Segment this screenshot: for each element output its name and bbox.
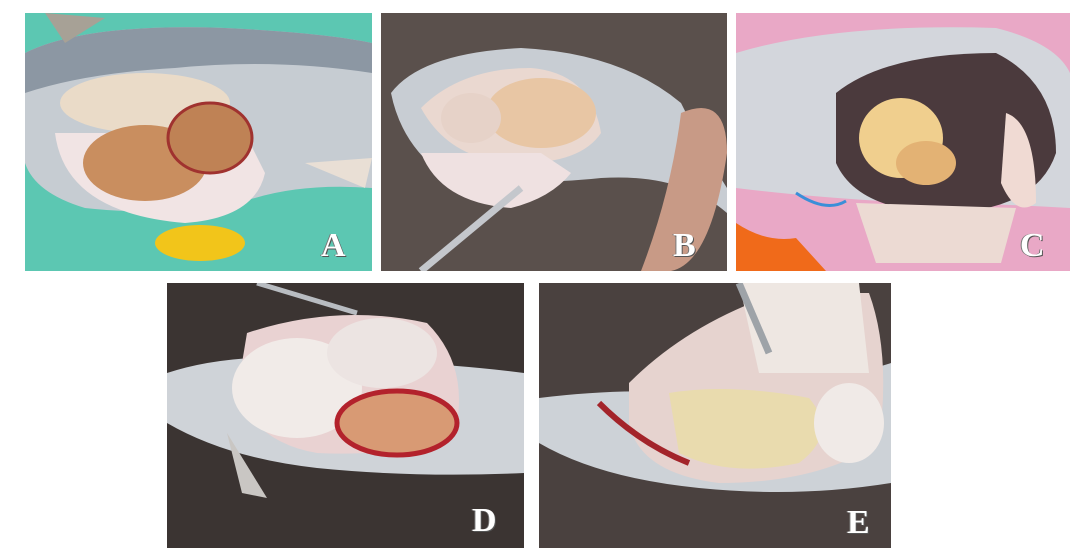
photo-panel-e: E: [539, 283, 891, 548]
panel-label-d: D: [472, 502, 497, 539]
fish-photo-a: [25, 13, 372, 271]
photo-panel-d: D: [167, 283, 524, 548]
photo-panel-a: A: [25, 13, 372, 271]
fish-photo-b: [381, 13, 727, 271]
fish-photo-e: [539, 283, 891, 548]
panel-label-b: B: [673, 227, 696, 264]
photo-panel-c: C: [736, 13, 1070, 271]
fish-photo-c: [736, 13, 1070, 271]
photo-panel-b: B: [381, 13, 727, 271]
dissecting-probe-icon: [418, 185, 524, 271]
ovary-icon-b: [486, 78, 596, 148]
panel-label-c: C: [1020, 227, 1045, 264]
forceps-icon-e: [735, 283, 773, 355]
ovary-icon-d: [334, 388, 460, 458]
panel-label-a: A: [321, 227, 346, 264]
panel-label-e: E: [847, 504, 870, 541]
forceps-icon-d: [256, 283, 358, 316]
ovary-icon-e: [669, 389, 822, 469]
fish-photo-d: [167, 283, 524, 548]
